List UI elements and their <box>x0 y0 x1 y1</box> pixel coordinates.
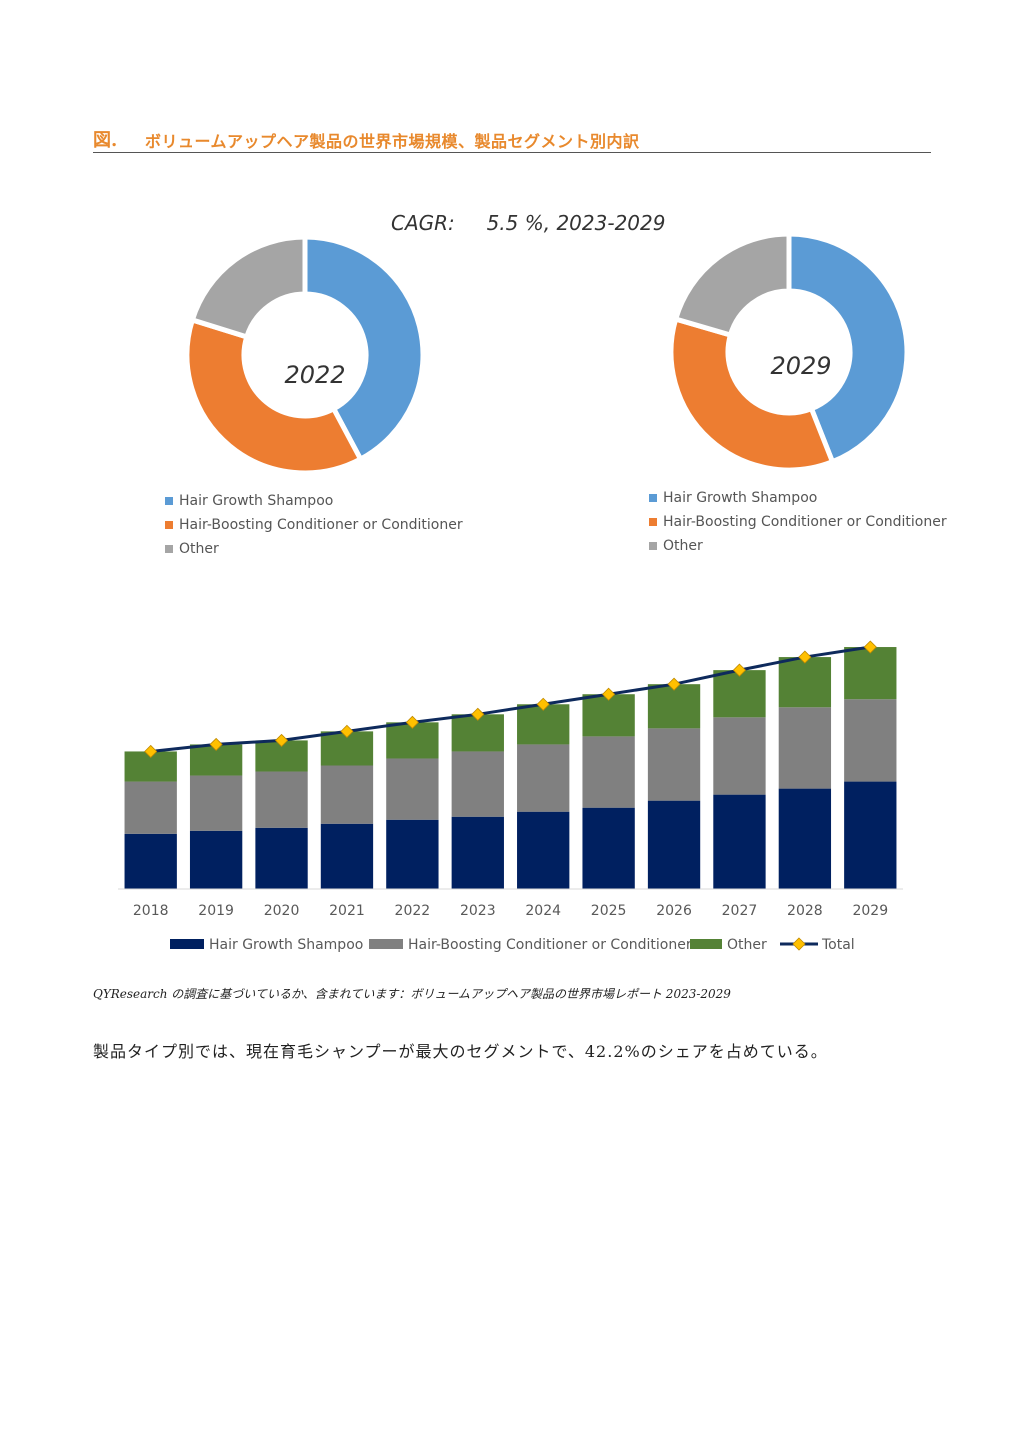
pie-slice <box>184 316 364 476</box>
figure-label: 図. <box>93 130 118 151</box>
legend-swatch <box>165 521 173 529</box>
legend-label: Hair Growth Shampoo <box>663 490 817 506</box>
legend-swatch <box>170 939 204 949</box>
x-tick-label: 2018 <box>133 903 169 919</box>
pie-center-label: 2029 <box>770 352 831 380</box>
bar-segment <box>517 811 570 889</box>
x-tick-label: 2019 <box>198 903 234 919</box>
total-marker <box>405 715 419 729</box>
bar-segment <box>517 704 570 745</box>
bar-segment <box>713 717 766 795</box>
body-paragraph: 製品タイプ別では、現在育毛シャンプーが最大のセグメントで、42.2%のシェアを占… <box>93 1042 828 1061</box>
legend-label: Other <box>663 538 703 554</box>
pie-slice <box>672 231 792 339</box>
bar-segment <box>124 833 177 889</box>
pie-slice <box>302 234 426 463</box>
x-tick-label: 2023 <box>460 903 496 919</box>
x-tick-label: 2029 <box>852 903 888 919</box>
x-tick-label: 2021 <box>329 903 365 919</box>
total-marker <box>340 724 354 738</box>
bar-segment <box>582 736 635 808</box>
total-line <box>150 645 871 753</box>
legend-label: Other <box>179 541 219 557</box>
x-tick-label: 2026 <box>656 903 692 919</box>
x-tick-label: 2022 <box>395 903 431 919</box>
x-tick-label: 2025 <box>591 903 627 919</box>
legend-label: Hair Growth Shampoo <box>209 937 363 953</box>
total-marker <box>863 640 877 654</box>
figure-header: 図. ボリュームアップヘア製品の世界市場規模、製品セグメント別内訳 <box>93 124 931 153</box>
bar-segment <box>517 744 570 812</box>
total-marker <box>209 737 223 751</box>
legend-swatch <box>369 939 403 949</box>
x-tick-label: 2024 <box>525 903 561 919</box>
total-marker <box>732 663 747 677</box>
legend-marker <box>792 937 806 951</box>
bar-segment <box>582 807 635 889</box>
bar-segment <box>844 699 897 782</box>
bar-segment <box>386 758 439 820</box>
total-marker <box>667 677 681 691</box>
bar-segment <box>713 794 766 889</box>
legend-swatch <box>649 518 657 526</box>
total-marker <box>274 733 289 747</box>
stacked-bar-chart: 2018 2019 2020 2021 2022 2023 2024 2025 2026 2027… <box>118 640 903 953</box>
bar-segment <box>844 647 897 700</box>
figure-title: ボリュームアップヘア製品の世界市場規模、製品セグメント別内訳 <box>145 132 640 151</box>
legend-swatch <box>690 939 722 949</box>
legend-label: Hair-Boosting Conditioner or Conditioner <box>663 514 947 530</box>
bar-segment <box>778 657 832 708</box>
bar-segment <box>320 823 374 889</box>
legend-label: Total <box>821 937 855 953</box>
pie-slice <box>668 315 836 473</box>
total-marker <box>602 687 616 701</box>
x-tick-label: 2027 <box>722 903 758 919</box>
legend-label: Hair-Boosting Conditioner or Conditioner <box>408 937 692 953</box>
bar-segment <box>189 830 243 889</box>
source-note: QYResearch の調査に基づいているか、含まれています：ボリュームアップヘ… <box>93 987 731 1001</box>
pie-slice <box>189 234 308 341</box>
bar-segment <box>124 781 177 834</box>
legend-label: Hair Growth Shampoo <box>179 493 333 509</box>
pie-slice <box>786 231 910 465</box>
bar-segment <box>320 765 374 824</box>
bar-segment <box>778 788 832 889</box>
bar-segment <box>189 775 243 831</box>
total-marker <box>471 707 485 721</box>
bar-segment <box>713 670 766 718</box>
x-tick-label: 2028 <box>787 903 823 919</box>
legend-swatch <box>649 542 657 550</box>
x-tick-label: 2020 <box>264 903 300 919</box>
legend-swatch <box>649 494 657 502</box>
bar-segment <box>255 771 308 828</box>
total-marker <box>536 697 550 711</box>
total-marker <box>798 650 812 664</box>
bar-segment <box>451 751 504 817</box>
pie-center-label: 2022 <box>284 361 345 389</box>
cagr-label: CAGR: 5.5 %, 2023-2029 <box>391 211 665 235</box>
bar-segment <box>647 684 701 729</box>
bar-segment <box>647 728 701 801</box>
legend-swatch <box>165 545 173 553</box>
pie-charts: CAGR: 5.5 %, 2023-2029 2022 Hair Growth S… <box>165 211 947 557</box>
bar-segment <box>844 781 897 889</box>
bar-segment <box>647 800 701 889</box>
legend-label: Hair-Boosting Conditioner or Conditioner <box>179 517 463 533</box>
total-marker <box>144 744 158 759</box>
legend-swatch <box>165 497 173 505</box>
bar-segment <box>582 694 635 737</box>
bar-segment <box>778 707 832 789</box>
bar-segment <box>255 827 308 889</box>
bar-segment <box>451 816 504 889</box>
bar-segment <box>386 819 439 889</box>
legend-label: Other <box>727 937 767 953</box>
